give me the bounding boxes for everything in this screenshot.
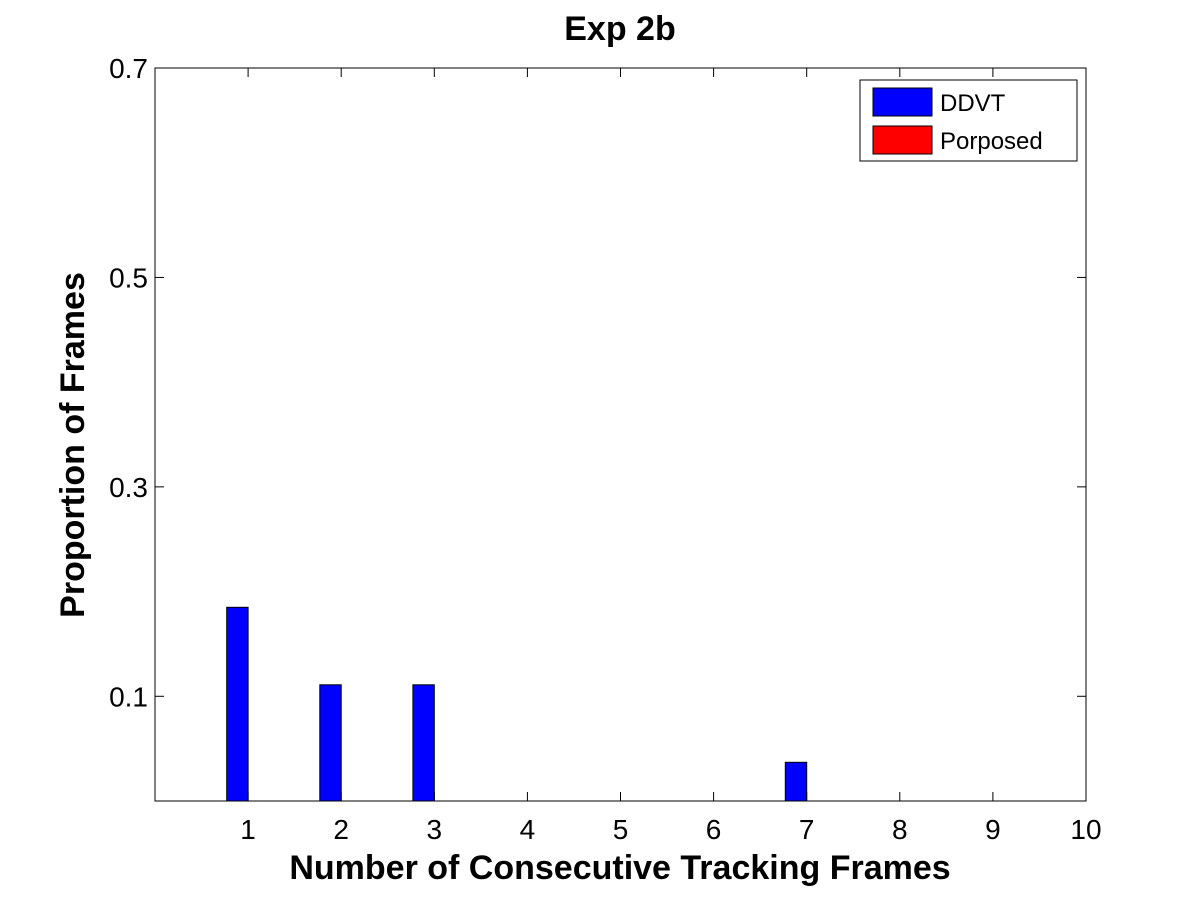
bars-layer bbox=[226, 606, 808, 802]
x-axis-label: Number of Consecutive Tracking Frames bbox=[289, 849, 950, 887]
y-tick-label-0-3: 0.3 bbox=[109, 472, 148, 503]
legend-label-ddvt: DDVT bbox=[940, 90, 1006, 117]
plot-area-frame bbox=[154, 67, 1087, 802]
x-tick-label-3: 3 bbox=[427, 814, 443, 845]
y-axis-label: Proportion of Frames bbox=[54, 272, 92, 618]
y-tick-label-0-5: 0.5 bbox=[109, 262, 148, 293]
chart-title: Exp 2b bbox=[564, 10, 675, 48]
legend-label-porposed: Porposed bbox=[940, 128, 1043, 155]
x-tick-label-4: 4 bbox=[520, 814, 536, 845]
bar-ddvt-1 bbox=[226, 606, 249, 802]
x-tick-label-10: 10 bbox=[1070, 814, 1101, 845]
x-tick-label-5: 5 bbox=[613, 814, 629, 845]
ticks-layer: 1 2 3 4 5 6 7 8 9 10 0.1 0.3 0.5 0.7 bbox=[109, 53, 1102, 845]
bar-ddvt-2 bbox=[319, 684, 342, 802]
x-tick-label-6: 6 bbox=[706, 814, 722, 845]
legend-swatch-ddvt bbox=[872, 87, 933, 117]
y-tick-label-0-7: 0.7 bbox=[109, 53, 148, 84]
x-tick-label-7: 7 bbox=[799, 814, 815, 845]
bar-ddvt-3 bbox=[412, 684, 435, 802]
x-tick-label-8: 8 bbox=[892, 814, 908, 845]
legend-swatch-porposed bbox=[872, 125, 933, 155]
bar-ddvt-7 bbox=[784, 761, 808, 802]
x-tick-label-1: 1 bbox=[240, 814, 256, 845]
x-tick-label-9: 9 bbox=[985, 814, 1001, 845]
x-tick-label-2: 2 bbox=[333, 814, 349, 845]
legend: DDVT Porposed bbox=[859, 79, 1078, 162]
y-tick-label-0-1: 0.1 bbox=[109, 681, 148, 712]
